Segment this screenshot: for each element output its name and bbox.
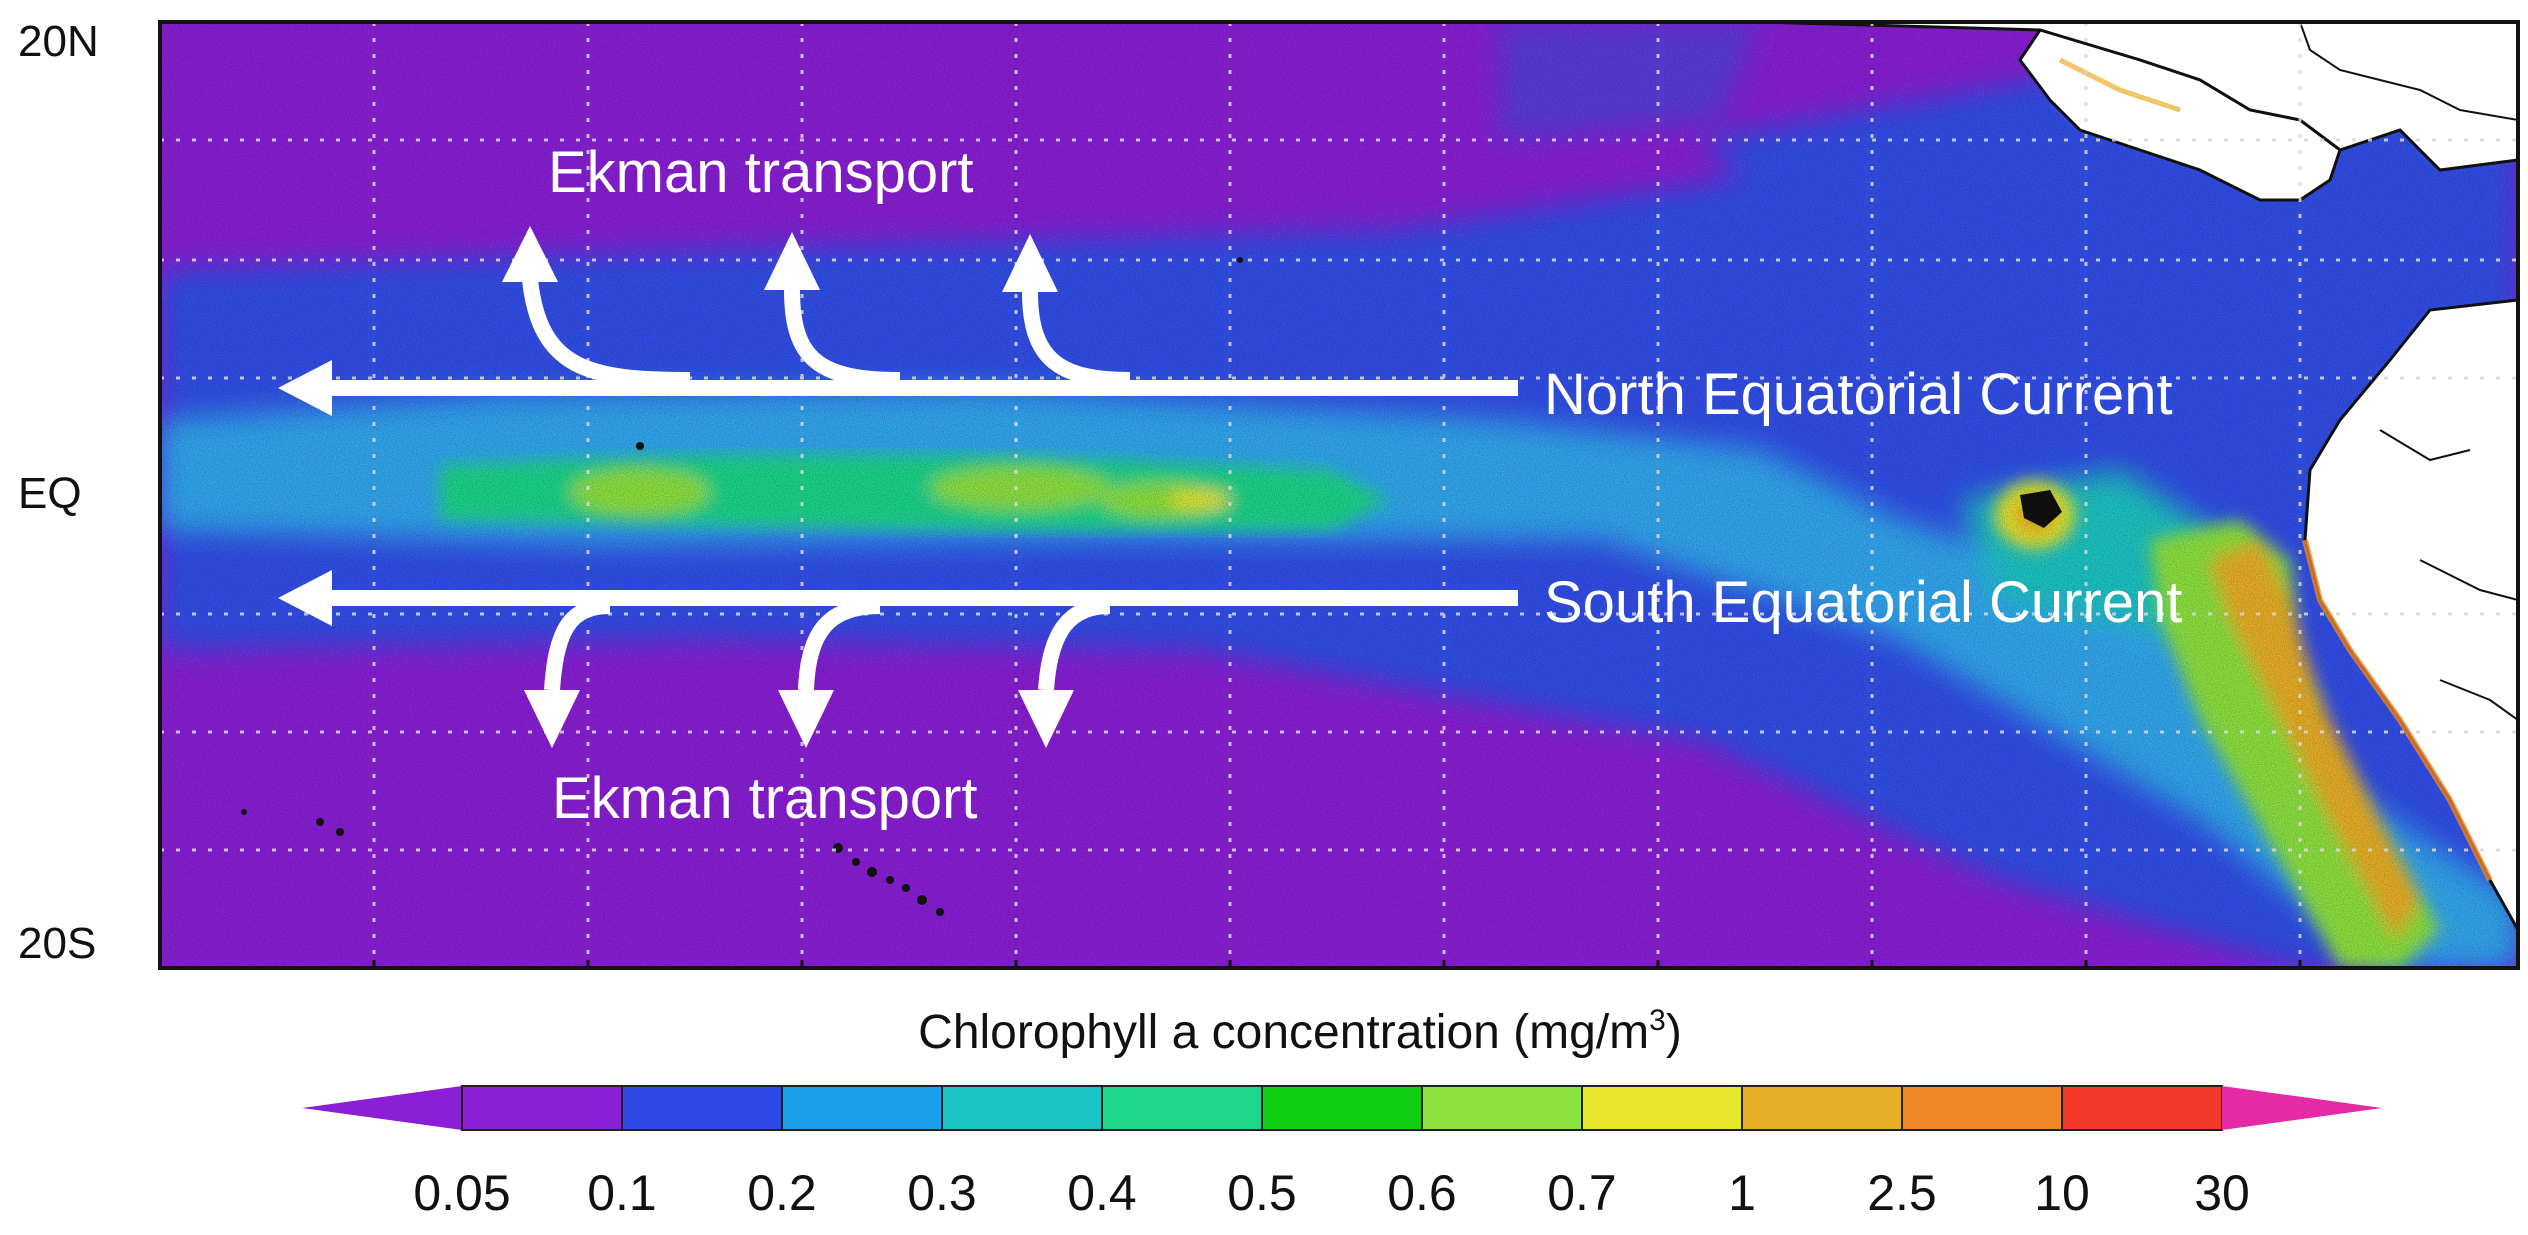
ekman-north-branch-3 — [1022, 291, 1131, 388]
ekman-north-branch-2 — [784, 289, 901, 388]
ekman-south-branch-1 — [544, 598, 611, 691]
colorbar-tick-labels: 0.05 0.1 0.2 0.3 0.4 0.5 0.6 0.7 1 2.5 10 30 — [413, 1165, 2249, 1221]
south-current-label: South Equatorial Current — [1544, 570, 2182, 635]
colorbar-segment — [941, 1085, 1103, 1131]
colorbar-extend-low — [302, 1086, 462, 1130]
colorbar-segment — [1581, 1085, 1743, 1131]
colorbar-title: Chlorophyll a concentration (mg/m3) — [918, 1004, 1682, 1059]
colorbar-tick-label: 1 — [1728, 1165, 1756, 1221]
south-pacific-islands — [241, 257, 1243, 916]
colorbar-tick-label: 0.1 — [587, 1165, 657, 1221]
ekman-north-label: Ekman transport — [548, 140, 974, 205]
frame-ticks — [372, 960, 2302, 968]
colorbar-tick-label: 0.05 — [413, 1165, 510, 1221]
colorbar-tick-label: 10 — [2034, 1165, 2090, 1221]
colorbar-segment — [1901, 1085, 2063, 1131]
colorbar-tick-label: 0.6 — [1387, 1165, 1457, 1221]
north-current-arrowhead — [278, 360, 332, 416]
ekman-south-branch-2 — [798, 598, 881, 691]
yucatan-land — [2298, 22, 2518, 122]
colorbar-segment — [781, 1085, 943, 1131]
south-current-arrowhead — [278, 570, 332, 626]
colorbar-tick-label: 0.2 — [747, 1165, 817, 1221]
current-arrows — [278, 226, 1518, 748]
map-frame — [158, 20, 2520, 970]
colorbar-tick-label: 30 — [2194, 1165, 2250, 1221]
colorbar-tick-label: 0.3 — [907, 1165, 977, 1221]
colorbar-segment — [1101, 1085, 1263, 1131]
colorbar-segment — [1741, 1085, 1903, 1131]
ekman-south-label: Ekman transport — [552, 766, 978, 831]
north-current-label: North Equatorial Current — [1544, 362, 2173, 427]
map-panel — [160, 22, 2518, 968]
lat-label-20n: 20N — [18, 17, 99, 66]
colorbar-segment — [621, 1085, 783, 1131]
colorbar-segment — [2061, 1085, 2223, 1131]
colorbar-extend-high — [2222, 1086, 2382, 1130]
colorbar-tick-label: 0.5 — [1227, 1165, 1297, 1221]
ekman-south-branch-3 — [1038, 598, 1111, 691]
central-america-isthmus — [2018, 28, 2342, 202]
colorbar-segment — [1261, 1085, 1423, 1131]
colorbar-tick-label: 2.5 — [1867, 1165, 1937, 1221]
colorbar — [302, 1085, 2382, 1131]
ekman-north-branch-1 — [522, 279, 691, 388]
colorbar-segment — [1421, 1085, 1583, 1131]
lat-label-20s: 20S — [18, 919, 96, 968]
colorbar-tick-label: 0.4 — [1067, 1165, 1137, 1221]
colorbar-tick-label: 0.7 — [1547, 1165, 1617, 1221]
land — [1759, 22, 2518, 934]
colorbar-segment — [461, 1085, 623, 1131]
lat-label-eq: EQ — [18, 469, 82, 518]
